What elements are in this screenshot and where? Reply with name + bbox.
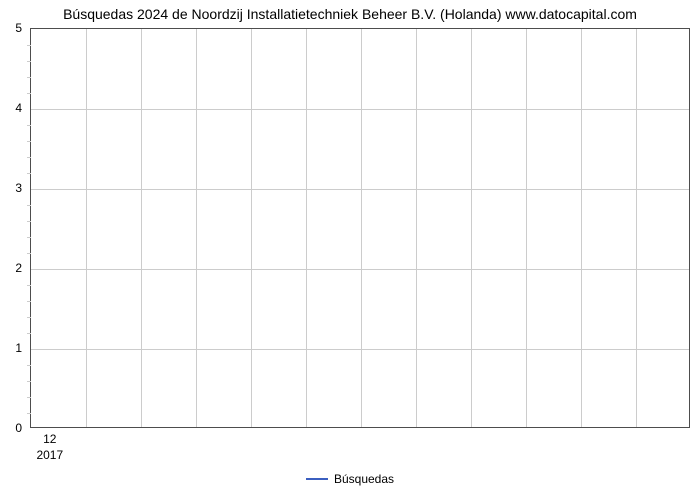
y-minor-tick (27, 45, 31, 46)
y-minor-tick (27, 93, 31, 94)
gridline-vertical (361, 29, 362, 427)
y-minor-tick (27, 365, 31, 366)
y-minor-tick (27, 125, 31, 126)
gridline-vertical (251, 29, 252, 427)
y-minor-tick (27, 221, 31, 222)
y-minor-tick (27, 397, 31, 398)
gridline-horizontal (31, 109, 689, 110)
y-tick-label: 4 (8, 101, 22, 115)
y-minor-tick (27, 333, 31, 334)
y-minor-tick (27, 237, 31, 238)
chart-title: Búsquedas 2024 de Noordzij Installatiete… (0, 6, 700, 22)
gridline-vertical (306, 29, 307, 427)
gridline-vertical (581, 29, 582, 427)
gridline-vertical (526, 29, 527, 427)
gridline-horizontal (31, 189, 689, 190)
gridline-vertical (86, 29, 87, 427)
y-tick-label: 0 (8, 421, 22, 435)
y-minor-tick (27, 157, 31, 158)
plot-area (30, 28, 690, 428)
x-tick-label: 12 (43, 432, 56, 446)
y-tick-label: 3 (8, 181, 22, 195)
y-tick-label: 5 (8, 21, 22, 35)
gridline-vertical (141, 29, 142, 427)
x-group-label: 2017 (36, 448, 63, 462)
y-minor-tick (27, 173, 31, 174)
legend: Búsquedas (0, 472, 700, 486)
legend-series-label: Búsquedas (334, 472, 394, 486)
y-minor-tick (27, 141, 31, 142)
y-minor-tick (27, 77, 31, 78)
y-minor-tick (27, 381, 31, 382)
y-minor-tick (27, 205, 31, 206)
gridline-vertical (636, 29, 637, 427)
y-minor-tick (27, 413, 31, 414)
y-minor-tick (27, 301, 31, 302)
gridline-vertical (196, 29, 197, 427)
y-minor-tick (27, 61, 31, 62)
y-minor-tick (27, 285, 31, 286)
gridline-vertical (471, 29, 472, 427)
y-minor-tick (27, 317, 31, 318)
y-tick-label: 1 (8, 341, 22, 355)
y-minor-tick (27, 253, 31, 254)
gridline-horizontal (31, 349, 689, 350)
legend-series-line (306, 478, 328, 480)
gridline-horizontal (31, 269, 689, 270)
gridline-vertical (416, 29, 417, 427)
y-tick-label: 2 (8, 261, 22, 275)
